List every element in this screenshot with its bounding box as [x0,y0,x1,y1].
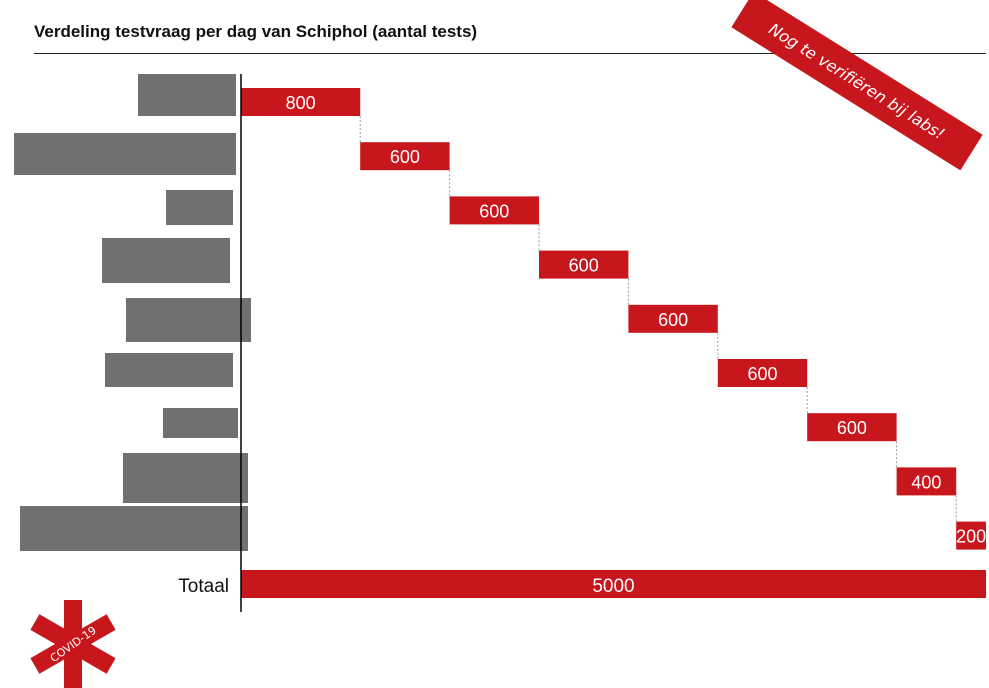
gray-bar-2 [14,133,236,175]
gray-bar-4 [102,238,230,283]
waterfall-bar-1 [241,88,361,116]
total-bar [241,570,986,598]
waterfall-bar-5 [628,304,718,333]
waterfall-bar-9 [956,521,986,550]
gray-bar-6 [105,353,233,387]
data-label-2: 600 [390,147,420,167]
gray-bar-5 [126,298,251,342]
waterfall-bar-4 [539,250,629,279]
gray-bar-8 [123,453,248,503]
chart-title: Verdeling testvraag per dag van Schiphol… [34,22,478,41]
title-divider [34,53,986,54]
gray-bar-1 [138,74,236,116]
data-label-9: 200 [956,527,986,547]
data-label-7: 600 [837,418,867,438]
data-label-6: 600 [747,364,777,384]
waterfall-bar-2 [360,142,450,171]
total-value-label: 5000 [592,576,634,597]
gray-bar-9 [20,506,248,551]
waterfall-bar-3 [449,196,539,225]
waterfall-bar-6 [717,359,808,387]
gray-bar-3 [166,190,233,225]
data-label-5: 600 [658,310,688,330]
total-category-label: Totaal [178,576,229,597]
waterfall-bar-8 [896,467,957,496]
gray-bar-7 [163,408,238,438]
data-label-1: 800 [286,93,316,113]
data-label-8: 400 [911,472,941,492]
covid-19-logo: COVID-19 [30,600,116,688]
waterfall-bar-7 [807,413,897,442]
data-label-4: 600 [569,256,599,276]
data-label-3: 600 [479,201,509,221]
